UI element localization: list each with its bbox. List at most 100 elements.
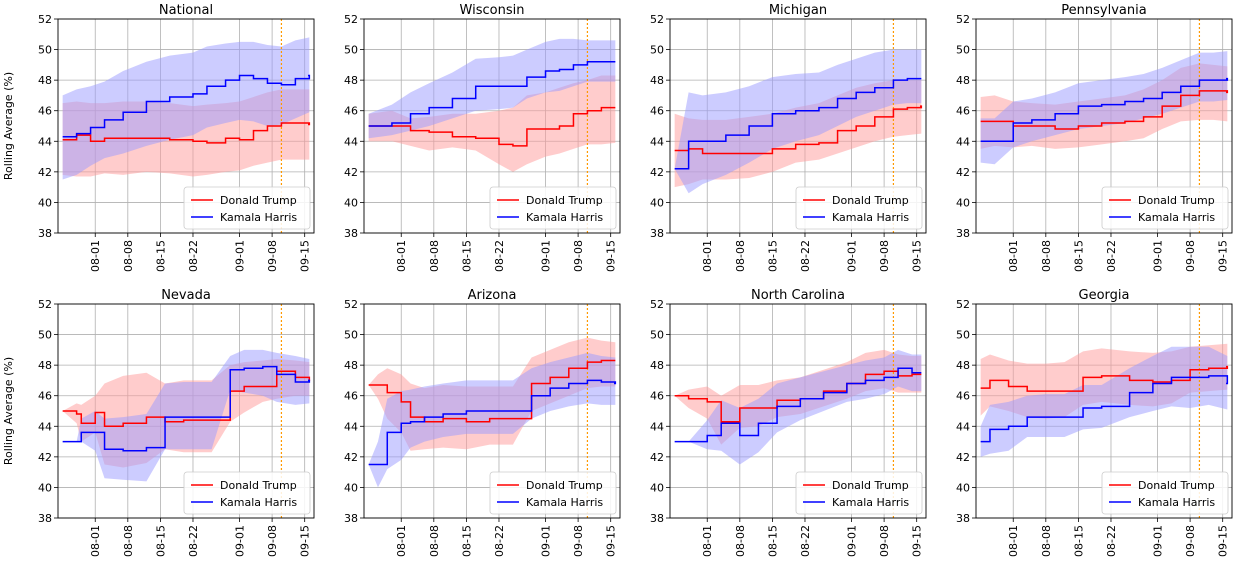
y-tick-label: 52 [956,298,970,311]
x-tick-label: 08-08 [1040,240,1053,272]
y-tick-label: 52 [344,298,358,311]
y-tick-label: 50 [344,44,358,57]
legend-label: Kamala Harris [832,211,909,224]
legend: Donald Trump Kamala Harris [183,471,311,515]
subplot-title: North Carolina [751,288,845,303]
x-tick-label: 08-22 [799,525,812,557]
x-tick-label: 08-01 [395,525,408,557]
axes-frame [363,303,621,519]
series-line [674,367,922,443]
subplot-5: Arizona 38 40 42 44 46 48 50 52 08-01 08-08 08-15 08… [344,288,621,557]
x-tick-label: 09-08 [266,525,279,557]
legend-label: Donald Trump [1138,479,1215,492]
x-tick-label: 08-01 [1007,240,1020,272]
y-tick-label: 46 [650,105,664,118]
y-tick-label: 46 [344,105,358,118]
legend: Donald Trump Kamala Harris [1101,186,1229,230]
confidence-band [980,346,1228,457]
confidence-band [62,37,310,180]
legend-box [1101,471,1229,515]
y-tick-label: 46 [38,105,52,118]
x-tick-label: 09-15 [299,240,312,272]
y-tick-label: 52 [38,13,52,26]
x-tick-label: 09-01 [1152,525,1165,557]
legend-label: Kamala Harris [526,496,603,509]
y-tick-label: 40 [38,196,52,209]
confidence-band [674,349,922,465]
series-line [62,370,311,428]
y-tick-label: 46 [38,390,52,403]
y-tick-label: 42 [956,451,970,464]
confidence-band [980,51,1228,165]
x-tick-label: 08-01 [89,525,102,557]
series-line [980,77,1229,143]
x-tick-label: 08-15 [766,525,779,557]
x-tick-label: 09-01 [234,525,247,557]
axes-frame [669,303,927,519]
y-tick-label: 42 [344,451,358,464]
subplot-title: Michigan [769,3,827,18]
legend-box [795,186,923,230]
x-tick-label: 08-08 [122,525,135,557]
axes-frame [975,18,1233,234]
confidence-band [368,352,616,488]
y-tick-label: 48 [344,74,358,87]
subplot-6: North Carolina 38 40 42 44 46 48 50 52 08-01 08-08… [650,288,927,557]
x-tick-label: 09-15 [911,525,924,557]
y-tick-label: 42 [650,451,664,464]
confidence-band [368,38,616,139]
legend-label: Kamala Harris [220,211,297,224]
y-tick-label: 46 [650,390,664,403]
axes-frame [363,18,621,234]
y-tick-label: 38 [650,512,664,525]
y-tick-label: 52 [344,13,358,26]
legend-label: Kamala Harris [526,211,603,224]
y-tick-label: 44 [344,420,358,433]
legend-label: Donald Trump [526,479,603,492]
x-tick-label: 08-08 [428,525,441,557]
series-line [62,122,311,144]
subplot-1: Wisconsin 38 40 42 44 46 48 50 52 08-01 08-08 08-15… [344,3,621,272]
x-tick-label: 08-01 [89,240,102,272]
legend-label: Kamala Harris [1138,496,1215,509]
y-axis-label: Rolling Average (%) [2,72,15,180]
y-tick-label: 44 [38,420,52,433]
x-tick-label: 08-08 [428,240,441,272]
axes-frame [57,303,315,519]
x-tick-label: 08-01 [395,240,408,272]
legend-label: Kamala Harris [220,496,297,509]
y-tick-label: 52 [650,298,664,311]
y-tick-label: 44 [344,135,358,148]
y-tick-label: 42 [344,166,358,179]
x-tick-label: 09-08 [1184,525,1197,557]
y-tick-label: 52 [38,298,52,311]
y-tick-label: 52 [956,13,970,26]
y-tick-label: 38 [956,227,970,240]
x-tick-label: 09-08 [878,525,891,557]
axes-frame [975,303,1233,519]
y-tick-label: 48 [650,359,664,372]
legend-box [489,186,617,230]
x-tick-label: 08-22 [187,525,200,557]
x-tick-label: 08-22 [493,240,506,272]
x-tick-label: 08-08 [122,240,135,272]
subplot-title: Georgia [1079,288,1130,303]
x-tick-label: 09-08 [878,240,891,272]
y-tick-label: 42 [38,451,52,464]
legend: Donald Trump Kamala Harris [795,186,923,230]
x-tick-label: 08-08 [1040,525,1053,557]
y-tick-label: 50 [38,329,52,342]
y-tick-label: 42 [650,166,664,179]
x-tick-label: 09-01 [846,525,859,557]
x-tick-label: 09-08 [1184,240,1197,272]
y-tick-label: 38 [650,227,664,240]
x-tick-label: 08-08 [734,525,747,557]
x-tick-label: 09-01 [540,240,553,272]
subplot-title: Wisconsin [460,3,525,18]
series-line [368,379,617,466]
series-line [980,375,1229,443]
y-tick-label: 40 [38,481,52,494]
y-tick-label: 46 [956,390,970,403]
y-tick-label: 48 [344,359,358,372]
legend-box [489,471,617,515]
